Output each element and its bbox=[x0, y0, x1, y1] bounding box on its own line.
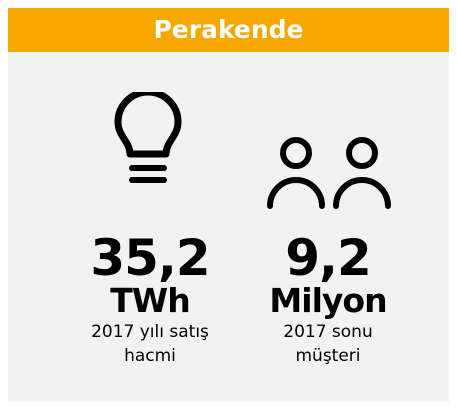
header-title: Perakende bbox=[8, 8, 449, 52]
stat-unit: TWh bbox=[110, 281, 190, 320]
bulb-icon bbox=[114, 92, 182, 183]
stat-value: 9,2 bbox=[285, 229, 372, 287]
stat-description: 2017 sonu bbox=[283, 322, 373, 342]
stat-value: 35,2 bbox=[90, 229, 210, 287]
panel: 35,2 TWh 2017 yılı satış hacmi 9,2 Milyo… bbox=[8, 52, 449, 402]
stat-description: müşteri bbox=[295, 346, 361, 366]
stat-unit: Milyon bbox=[269, 281, 387, 320]
stat-description: hacmi bbox=[124, 346, 176, 366]
stat-description: 2017 yılı satış bbox=[91, 322, 209, 342]
people-icon bbox=[267, 137, 391, 209]
